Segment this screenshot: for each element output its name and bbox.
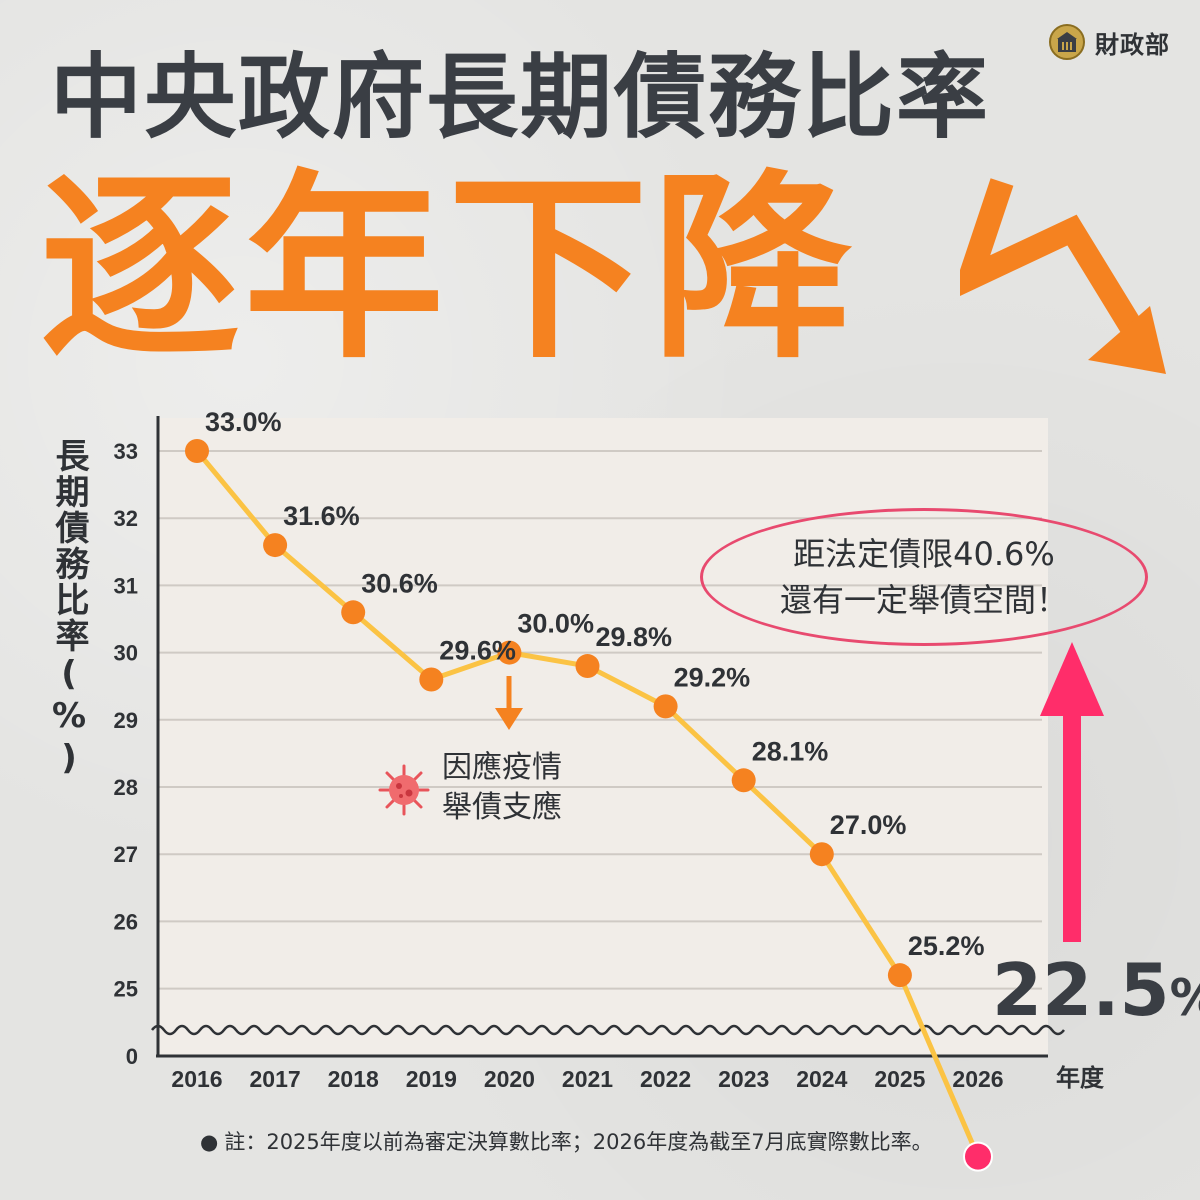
callout-line2: 還有一定舉債空間！ — [779, 581, 1068, 619]
data-point — [963, 1141, 993, 1172]
x-tick-label: 2021 — [562, 1066, 613, 1092]
up-arrow-icon — [1040, 642, 1104, 942]
y-tick-label: 0 — [126, 1044, 138, 1069]
data-point — [185, 439, 209, 463]
x-tick-label: 2016 — [171, 1066, 222, 1092]
callout-line1: 距法定債限40.6% — [793, 535, 1055, 573]
y-tick-label: 30 — [114, 641, 138, 666]
data-label: 33.0% — [205, 407, 282, 437]
page-title: 中央政府長期債務比率 — [50, 44, 991, 151]
latest-value-number: 22.5 — [992, 948, 1170, 1032]
x-tick-label: 2019 — [406, 1066, 457, 1092]
data-label: 29.2% — [674, 662, 751, 692]
data-point — [731, 768, 756, 793]
latest-value-unit: % — [1170, 969, 1200, 1027]
x-axis-label: 年度 — [1056, 1064, 1105, 1092]
data-label: 30.0% — [517, 609, 594, 639]
data-point — [887, 963, 912, 988]
downtrend-arrow-icon — [960, 178, 1166, 374]
data-label: 29.8% — [596, 622, 673, 652]
y-tick-label: 25 — [114, 977, 138, 1002]
data-label: 29.6% — [439, 635, 516, 665]
virus-icon — [378, 764, 430, 816]
footnote-text: 註：2025年度以前為審定決算數比率；2026年度為截至7月底實際數比率。 — [224, 1130, 933, 1154]
latest-value-label: 22.5% — [992, 948, 1200, 1032]
y-axis-label: 長期債務比率(%) — [49, 438, 89, 780]
x-tick-label: 2020 — [484, 1066, 535, 1092]
footnote-bullet-icon: ● — [200, 1130, 219, 1154]
page-headline: 逐年下降 — [40, 153, 857, 386]
x-tick-label: 2022 — [640, 1066, 691, 1092]
data-label: 28.1% — [752, 736, 829, 766]
data-point — [419, 667, 444, 692]
x-tick-label: 2026 — [952, 1066, 1003, 1092]
x-tick-label: 2024 — [796, 1066, 847, 1092]
y-axis-break — [151, 1024, 1065, 1036]
data-label: 27.0% — [830, 810, 907, 840]
down-arrow-icon — [495, 676, 523, 730]
y-tick-label: 31 — [114, 573, 138, 598]
data-point — [653, 694, 678, 719]
covid-annotation: 因應疫情 舉債支應 — [442, 748, 562, 828]
data-point — [575, 654, 600, 679]
x-tick-label: 2018 — [328, 1066, 379, 1092]
data-point — [809, 842, 834, 867]
y-tick-label: 26 — [114, 909, 138, 934]
debt-limit-callout: 距法定債限40.6% 還有一定舉債空間！ — [700, 508, 1148, 646]
data-label: 30.6% — [361, 568, 438, 598]
x-tick-label: 2023 — [718, 1066, 769, 1092]
x-tick-label: 2025 — [874, 1066, 925, 1092]
y-tick-label: 33 — [114, 439, 138, 464]
emblem-icon — [1049, 24, 1085, 60]
y-tick-label: 28 — [114, 775, 138, 800]
data-point — [497, 640, 522, 665]
data-label: 31.6% — [283, 501, 360, 531]
y-tick-label: 27 — [114, 842, 138, 867]
covid-annotation-line1: 因應疫情 — [442, 750, 562, 785]
data-point — [341, 600, 366, 625]
data-label: 25.2% — [908, 931, 985, 961]
y-tick-label: 29 — [114, 708, 138, 733]
footnote: ● 註：2025年度以前為審定決算數比率；2026年度為截至7月底實際數比率。 — [200, 1126, 1040, 1156]
covid-annotation-line2: 舉債支應 — [442, 790, 562, 825]
y-tick-label: 32 — [114, 506, 138, 531]
ministry-name: 財政部 — [1095, 30, 1170, 59]
ministry-logo: 財政部 — [1049, 22, 1170, 62]
data-point — [263, 533, 288, 558]
x-tick-label: 2017 — [250, 1066, 301, 1092]
